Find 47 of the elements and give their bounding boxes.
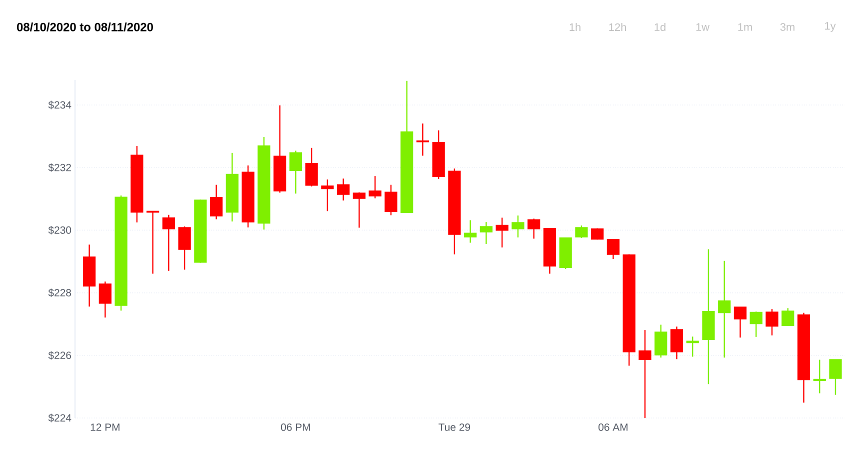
y-tick-label: $234 [48, 100, 72, 110]
text: 1y [825, 22, 836, 32]
text: 1h [570, 23, 580, 31]
candlestick [512, 214, 524, 238]
candlestick [289, 150, 302, 194]
candlestick [337, 178, 350, 202]
y-tick-label: $226 [48, 351, 72, 360]
text: 1w [696, 23, 710, 31]
candlestick [606, 238, 620, 260]
candlestick [464, 220, 477, 244]
candlestick [750, 310, 762, 338]
candlestick [305, 147, 318, 187]
chart-title: 08/10/2020 to 08/11/2020 [17, 22, 153, 32]
candlestick [496, 217, 508, 248]
candlestick [575, 224, 588, 239]
candlestick [162, 214, 175, 272]
candlestick [178, 226, 191, 270]
text: 12h [609, 23, 626, 31]
y-tick-label: $224 [48, 414, 72, 422]
candlestick [654, 324, 668, 358]
text: 1m [738, 23, 752, 31]
x-tick-label: 12 PM [90, 424, 120, 431]
candlestick [813, 359, 826, 394]
candlestick [734, 306, 747, 338]
candlestick [686, 336, 699, 358]
candlestick [98, 280, 112, 318]
candlestick [718, 260, 731, 358]
x-tick-label: 06 PM [280, 424, 310, 431]
candlestick [480, 221, 493, 245]
candlestick [210, 184, 223, 220]
candlestick [782, 308, 794, 327]
candlestick [766, 308, 778, 336]
candlestick [638, 329, 652, 419]
y-tick-label: $232 [48, 163, 71, 172]
x-tick-label: Tue 29 [438, 424, 470, 431]
candlestick [321, 178, 334, 212]
candlestick [829, 359, 842, 396]
y-tick-label: $228 [48, 288, 72, 298]
candlestick [670, 326, 684, 360]
candlestick [384, 184, 398, 216]
text: 1d [654, 22, 666, 32]
text: 3m [780, 23, 794, 31]
y-tick-label: $230 [48, 226, 72, 234]
candlestick [352, 192, 366, 228]
candlestick [368, 175, 382, 199]
x-tick-label: 06 AM [598, 424, 628, 431]
candlestick [528, 218, 540, 240]
